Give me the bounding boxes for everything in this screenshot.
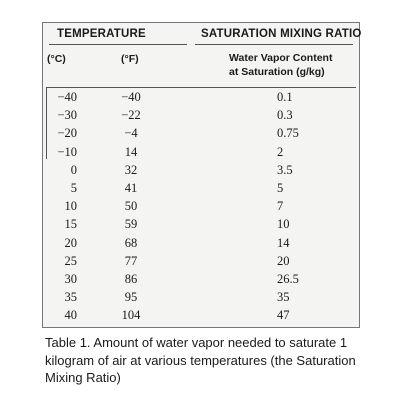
celsius-cell: 20 (64, 235, 78, 250)
table-row: 5 41 5 (43, 180, 359, 198)
table-row: 25 77 20 (43, 253, 359, 271)
fahrenheit-cell: 68 (124, 235, 138, 250)
ratio-cell: 7 (277, 199, 284, 214)
ratio-cell: 47 (277, 308, 290, 323)
ratio-cell: 2 (277, 144, 284, 159)
table-caption: Table 1. Amount of water vapor needed to… (45, 335, 356, 385)
fahrenheit-cell: 50 (124, 199, 138, 214)
table-row: −10 14 2 (43, 144, 359, 162)
table-row: 40 104 47 (43, 307, 359, 325)
celsius-cell: 15 (64, 217, 78, 232)
celsius-column-header: (°C) (47, 53, 66, 65)
fahrenheit-cell: 59 (124, 217, 138, 232)
table-row: 20 68 14 (43, 235, 359, 253)
column-rule (46, 87, 356, 88)
fahrenheit-cell: 14 (124, 144, 138, 159)
fahrenheit-cell: 86 (124, 271, 138, 286)
table-row: 0 32 3.5 (43, 162, 359, 180)
celsius-cell: −10 (57, 144, 77, 159)
ratio-cell: 14 (277, 235, 290, 250)
fahrenheit-cell: −22 (121, 108, 141, 123)
fahrenheit-cell: 77 (124, 253, 138, 268)
ratio-cell: 0.1 (277, 90, 293, 104)
ratio-cell: 20 (277, 253, 290, 268)
table-row: −30 −22 0.3 (43, 107, 359, 125)
saturation-table-image: TEMPERATURE SATURATION MIXING RATIO (°C)… (42, 22, 362, 328)
ratio-column-header-line1: Water Vapor Content (229, 52, 333, 64)
celsius-cell: 35 (64, 290, 78, 305)
celsius-cell: 10 (64, 199, 78, 214)
fahrenheit-cell: 32 (124, 162, 138, 177)
fahrenheit-cell: 95 (124, 290, 138, 305)
fahrenheit-cell: −40 (121, 90, 141, 104)
celsius-cell: 5 (70, 180, 77, 195)
ratio-cell: 10 (277, 217, 290, 232)
header-rule (49, 44, 187, 45)
table-row: 30 86 26.5 (43, 271, 359, 289)
ratio-cell: 3.5 (277, 162, 293, 177)
celsius-cell: 25 (64, 253, 78, 268)
fahrenheit-cell: 104 (121, 308, 141, 323)
table-row: 10 50 7 (43, 198, 359, 216)
celsius-cell: −20 (57, 126, 77, 141)
celsius-cell: 40 (64, 308, 78, 323)
celsius-cell: −30 (57, 108, 77, 123)
fahrenheit-cell: 41 (124, 180, 138, 195)
table-row: 15 59 10 (43, 216, 359, 234)
celsius-cell: −40 (57, 90, 77, 104)
table-row: −20 −4 0.75 (43, 125, 359, 143)
header-rule (195, 44, 353, 45)
celsius-cell: 30 (64, 271, 78, 286)
ratio-column-header-line2: at Saturation (g/kg) (229, 66, 325, 78)
ratio-cell: 5 (277, 180, 284, 195)
table-row: −40 −40 0.1 (43, 89, 359, 107)
temperature-group-header: TEMPERATURE (57, 28, 146, 40)
ratio-cell: 0.3 (277, 108, 293, 123)
fahrenheit-column-header: (°F) (121, 53, 139, 65)
saturation-group-header: SATURATION MIXING RATIO (201, 28, 362, 40)
celsius-cell: 0 (70, 162, 77, 177)
table-body: −40 −40 0.1 −30 −22 0.3 −20 −4 0.75 −10 14 2 0 32… (43, 89, 359, 325)
fahrenheit-cell: −4 (124, 126, 138, 141)
left-margin-rule (46, 87, 47, 159)
ratio-cell: 0.75 (277, 126, 299, 141)
ratio-cell: 35 (277, 290, 290, 305)
table-row: 35 95 35 (43, 289, 359, 307)
ratio-cell: 26.5 (277, 271, 299, 286)
